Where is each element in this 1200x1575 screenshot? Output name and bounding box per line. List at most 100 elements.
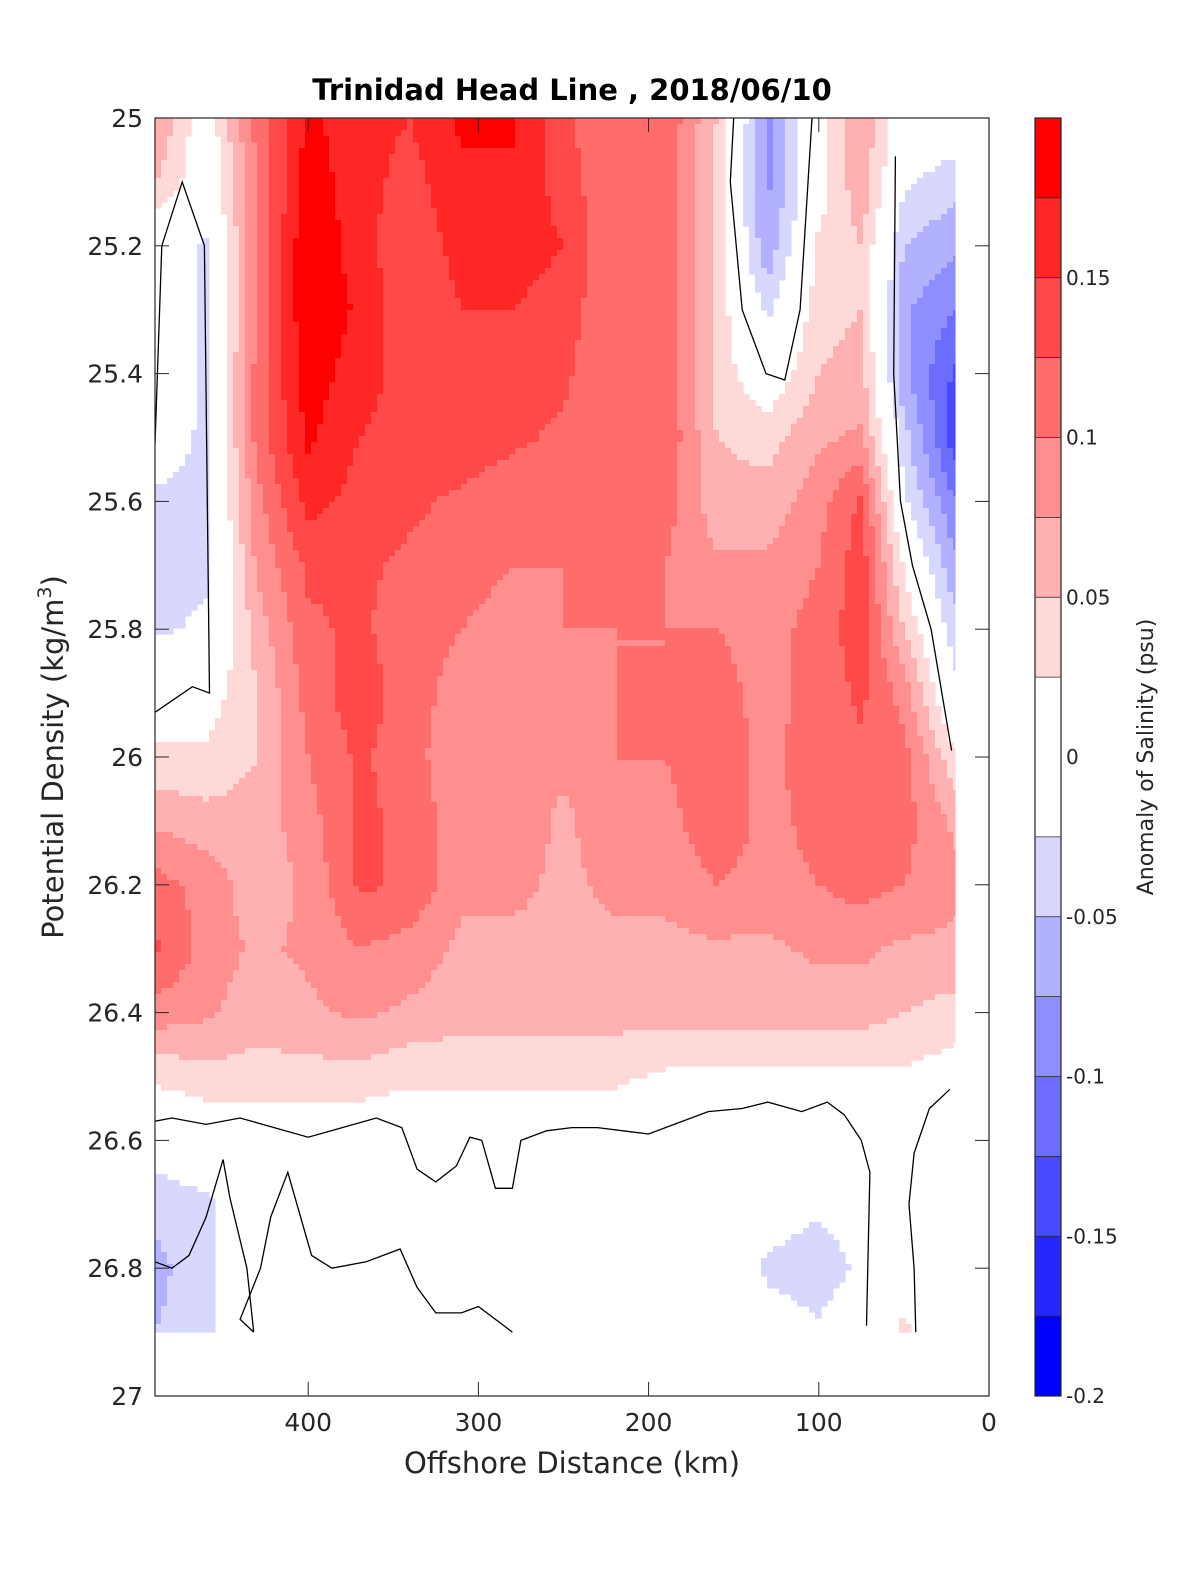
field-cell — [869, 676, 888, 683]
field-cell — [863, 466, 870, 473]
field-cell — [227, 460, 240, 467]
field-cell — [431, 184, 546, 191]
field-cell — [233, 424, 246, 431]
field-cell — [893, 688, 912, 695]
field-cell — [875, 580, 888, 587]
field-cell — [227, 682, 258, 689]
field-cell — [587, 232, 678, 239]
field-cell — [665, 574, 816, 581]
field-cell — [791, 814, 918, 821]
field-cell — [929, 370, 954, 377]
field-cell — [779, 1288, 834, 1295]
field-cell — [227, 442, 234, 449]
field-cell — [251, 130, 270, 137]
field-cell — [155, 1006, 222, 1013]
field-cell — [305, 430, 318, 437]
field-cell — [245, 946, 282, 953]
field-cell — [299, 484, 342, 491]
field-cell — [557, 232, 588, 239]
field-cell — [335, 496, 438, 503]
field-cell — [155, 1180, 180, 1187]
field-cell — [587, 208, 678, 215]
field-cell — [221, 148, 234, 155]
field-cell — [749, 784, 786, 791]
field-cell — [329, 160, 390, 167]
field-cell — [155, 1222, 216, 1229]
field-cell — [155, 904, 186, 911]
field-cell — [755, 142, 768, 149]
field-cell — [305, 736, 348, 743]
field-cell — [575, 820, 684, 827]
field-cell — [869, 466, 882, 473]
field-cell — [695, 346, 714, 353]
field-cell — [683, 430, 702, 437]
field-cell — [251, 364, 270, 371]
field-cell — [791, 700, 852, 707]
field-cell — [155, 760, 258, 767]
colorbar-band — [1035, 517, 1061, 598]
field-cell — [227, 268, 240, 275]
field-cell — [545, 862, 582, 869]
field-cell — [245, 190, 258, 197]
field-cell — [173, 1264, 216, 1271]
field-cell — [827, 202, 852, 209]
field-cell — [899, 442, 912, 449]
field-cell — [323, 832, 354, 839]
field-cell — [713, 244, 726, 251]
field-cell — [233, 388, 246, 395]
field-cell — [911, 382, 930, 389]
field-cell — [581, 850, 696, 857]
field-cell — [257, 262, 270, 269]
field-cell — [677, 388, 696, 395]
field-cell — [899, 346, 912, 353]
field-cell — [323, 814, 354, 821]
field-cell — [899, 208, 948, 215]
field-cell — [311, 442, 360, 449]
field-cell — [227, 514, 240, 521]
field-cell — [233, 616, 252, 623]
field-cell — [797, 496, 834, 503]
colorbar-label: Anomaly of Salinity (psu) — [1134, 619, 1159, 896]
field-cell — [305, 436, 318, 443]
field-cell — [317, 430, 366, 437]
field-cell — [893, 616, 900, 623]
field-cell — [239, 298, 246, 305]
field-cell — [245, 382, 252, 389]
field-cell — [377, 244, 444, 251]
field-cell — [335, 370, 384, 377]
field-cell — [563, 580, 666, 587]
field-cell — [215, 130, 228, 137]
field-cell — [827, 118, 846, 125]
field-cell — [947, 772, 956, 779]
field-cell — [311, 448, 354, 455]
field-cell — [239, 316, 246, 323]
field-cell — [155, 1060, 912, 1067]
field-cell — [815, 874, 906, 881]
field-cell — [677, 796, 750, 803]
field-cell — [155, 1024, 168, 1031]
field-cell — [863, 376, 876, 383]
field-cell — [785, 172, 798, 179]
field-cell — [227, 286, 240, 293]
field-cell — [893, 232, 918, 239]
field-cell — [269, 406, 288, 413]
field-cell — [911, 748, 924, 755]
field-cell — [353, 784, 378, 791]
field-cell — [947, 406, 956, 413]
field-cell — [701, 442, 726, 449]
field-cell — [281, 334, 300, 341]
x-tick-label: 400 — [284, 1408, 332, 1437]
field-cell — [239, 274, 246, 281]
field-cell — [809, 1306, 822, 1313]
field-cell — [281, 796, 318, 803]
field-cell — [257, 202, 270, 209]
field-cell — [893, 268, 900, 275]
field-cell — [299, 328, 348, 335]
field-cell — [677, 304, 696, 311]
field-cell — [863, 538, 876, 545]
field-cell — [779, 442, 828, 449]
field-cell — [617, 694, 744, 701]
field-cell — [257, 724, 282, 731]
field-cell — [245, 184, 258, 191]
field-cell — [827, 886, 894, 893]
